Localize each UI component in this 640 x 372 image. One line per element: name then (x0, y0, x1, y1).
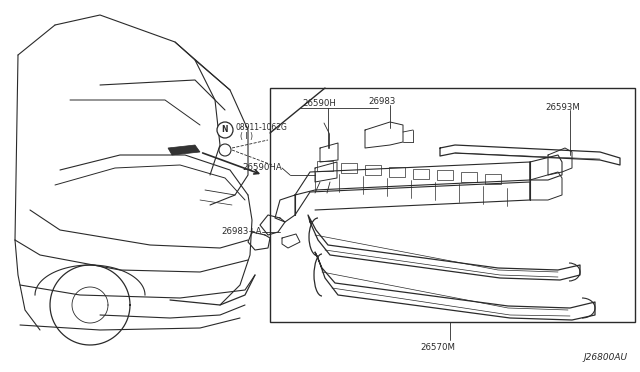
Text: 26590H: 26590H (302, 99, 336, 109)
Bar (461, 173, 477, 182)
Text: 26983: 26983 (368, 96, 396, 106)
Bar (270, 88, 635, 322)
Text: 26593M: 26593M (545, 103, 580, 112)
Bar (485, 174, 501, 185)
Text: 08911-1062G: 08911-1062G (235, 122, 287, 131)
Circle shape (219, 144, 231, 156)
Bar (413, 169, 429, 179)
Bar (341, 163, 357, 173)
Text: J26800AU: J26800AU (584, 353, 628, 362)
Text: ( I ): ( I ) (240, 132, 253, 141)
Bar (437, 170, 453, 180)
Text: 26570M: 26570M (420, 343, 455, 353)
Bar (317, 161, 333, 171)
Text: N: N (221, 125, 227, 135)
Bar (365, 164, 381, 174)
Text: 26983+A: 26983+A (221, 228, 262, 237)
Polygon shape (168, 145, 200, 155)
Text: 26590HA: 26590HA (243, 164, 282, 173)
Circle shape (217, 122, 233, 138)
Bar (389, 167, 405, 177)
